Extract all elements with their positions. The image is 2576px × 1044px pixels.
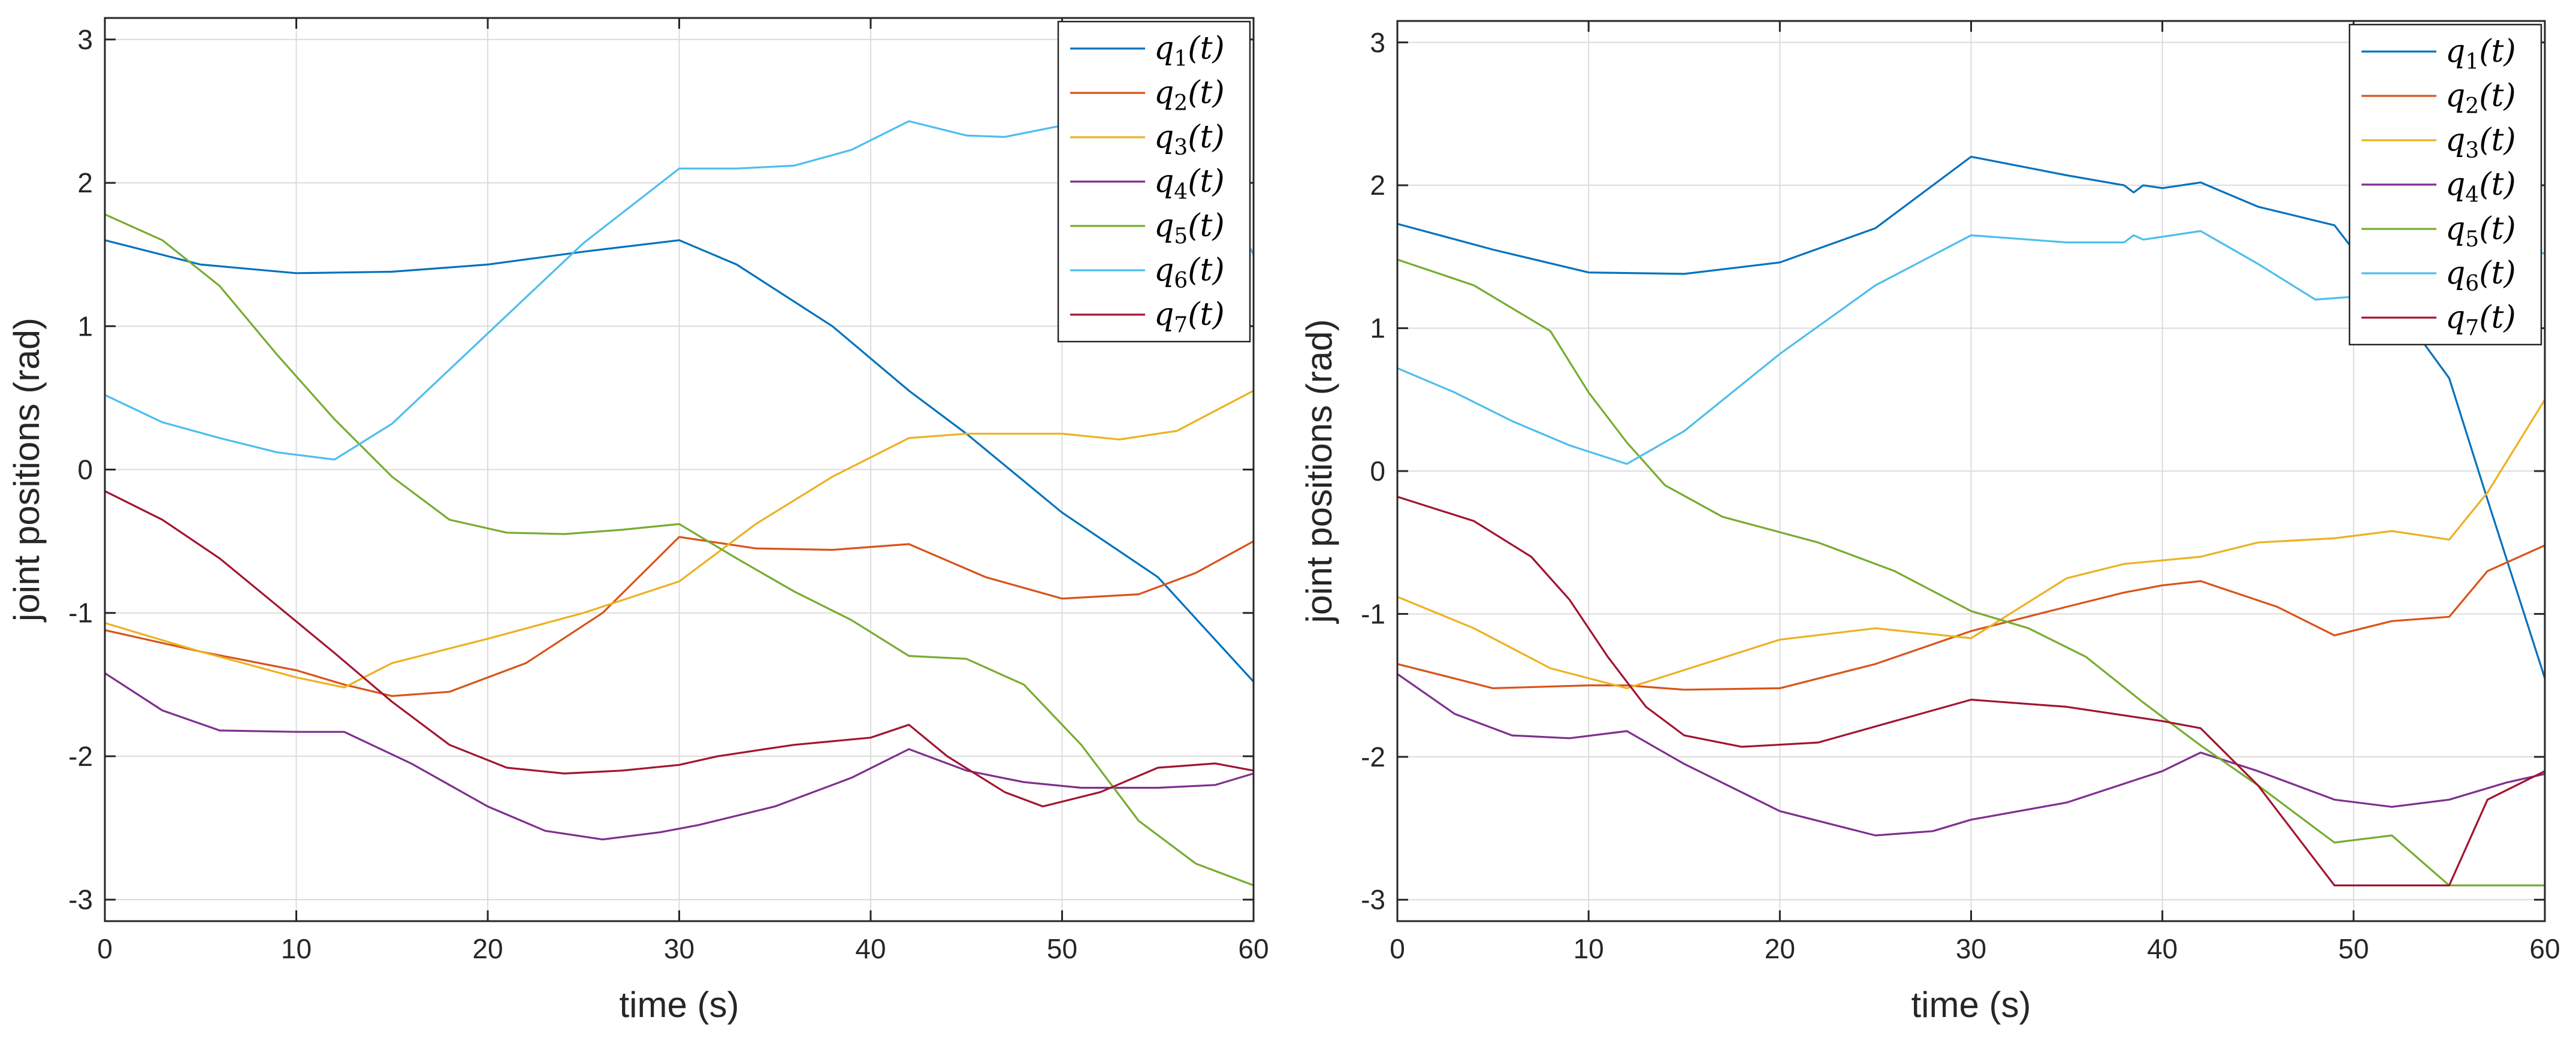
x-tick-label: 40 <box>2147 933 2178 964</box>
x-tick-label: 0 <box>1390 933 1405 964</box>
legend-label-q7: q7(t) <box>2445 300 2516 340</box>
x-tick-label: 20 <box>472 933 503 964</box>
series-line-q7 <box>1397 496 2545 886</box>
x-tick-label: 50 <box>2338 933 2369 964</box>
legend-label-q6: q6(t) <box>2445 255 2516 296</box>
x-tick-label: 10 <box>281 933 312 964</box>
x-tick-label: 30 <box>1956 933 1986 964</box>
series-line-q4 <box>104 672 1254 841</box>
x-tick-label: 50 <box>1047 933 1077 964</box>
series-line-q2 <box>104 536 1254 697</box>
legend-label-q6: q6(t) <box>1154 252 1225 293</box>
y-axis-label: joint positions (rad) <box>1299 319 1339 624</box>
legend-label-q5: q5(t) <box>2445 211 2516 252</box>
y-tick-label: 3 <box>1370 27 1385 58</box>
series-line-q1 <box>104 239 1255 683</box>
x-axis-label: time (s) <box>620 985 739 1025</box>
series-line-q5 <box>1397 258 2545 886</box>
y-tick-label: -1 <box>1361 598 1385 629</box>
legend-label-q1: q1(t) <box>2445 34 2516 74</box>
x-tick-label: 30 <box>664 933 694 964</box>
legend-label-q3: q3(t) <box>1154 119 1225 160</box>
y-tick-label: -2 <box>68 741 93 772</box>
series-line-q5 <box>104 213 1254 886</box>
legend-label-q1: q1(t) <box>1154 31 1225 71</box>
x-axis-label: time (s) <box>1911 985 2031 1025</box>
x-tick-label: 20 <box>1765 933 1795 964</box>
legend-label-q3: q3(t) <box>2445 122 2516 163</box>
series-line-q2 <box>1397 544 2545 691</box>
series-line-q3 <box>104 390 1254 689</box>
legend-label-q2: q2(t) <box>1154 75 1225 116</box>
legend-label-q5: q5(t) <box>1154 208 1225 249</box>
y-tick-label: 0 <box>77 454 93 485</box>
y-tick-label: 1 <box>1370 313 1385 344</box>
y-tick-label: 2 <box>77 167 93 198</box>
y-tick-label: -3 <box>68 884 93 915</box>
legend-label-q7: q7(t) <box>1154 297 1225 337</box>
y-tick-label: 2 <box>1370 170 1385 201</box>
y-tick-label: -1 <box>68 598 93 629</box>
x-tick-label: 0 <box>97 933 113 964</box>
y-tick-label: 3 <box>77 24 93 55</box>
y-tick-label: 0 <box>1370 455 1385 487</box>
legend: q1(t)q2(t)q3(t)q4(t)q5(t)q6(t)q7(t) <box>2348 23 2542 346</box>
y-tick-label: -3 <box>1361 884 1385 915</box>
y-axis-label: joint positions (rad) <box>7 318 47 623</box>
x-tick-label: 60 <box>2529 933 2560 964</box>
y-tick-label: -2 <box>1361 741 1385 773</box>
x-tick-label: 60 <box>1238 933 1269 964</box>
series-line-q7 <box>104 490 1254 808</box>
y-tick-label: 1 <box>77 310 93 342</box>
x-tick-label: 10 <box>1574 933 1604 964</box>
legend: q1(t)q2(t)q3(t)q4(t)q5(t)q6(t)q7(t) <box>1057 20 1251 343</box>
x-tick-label: 40 <box>855 933 886 964</box>
series-line-q4 <box>1397 673 2545 837</box>
legend-label-q4: q4(t) <box>2445 167 2516 207</box>
legend-label-q2: q2(t) <box>2445 78 2516 119</box>
legend-label-q4: q4(t) <box>1154 164 1225 204</box>
series-line-q3 <box>1397 399 2546 689</box>
